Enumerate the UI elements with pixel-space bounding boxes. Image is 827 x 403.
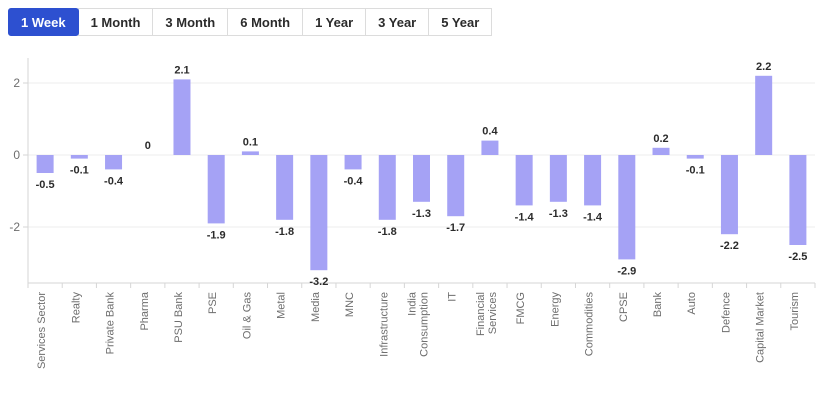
bar-india-consumption[interactable] xyxy=(413,155,430,202)
bar-value-label: -1.4 xyxy=(583,211,603,223)
x-axis-label-financial-services: Services xyxy=(487,292,499,335)
x-axis-label-india-consumption: Consumption xyxy=(419,292,431,357)
x-axis-label-commodities: Commodities xyxy=(584,292,596,357)
bar-value-label: -0.4 xyxy=(344,175,364,187)
x-axis-label-infrastructure: Infrastructure xyxy=(378,292,390,357)
bar-value-label: -1.8 xyxy=(275,226,294,238)
x-axis-label-mnc: MNC xyxy=(344,292,356,317)
bar-value-label: -1.9 xyxy=(207,229,226,241)
x-axis-label-tourism: Tourism xyxy=(789,292,801,331)
bar-pse[interactable] xyxy=(207,155,225,224)
bar-mnc[interactable] xyxy=(344,155,362,170)
x-axis-label-defence: Defence xyxy=(720,292,732,333)
tab-1-week[interactable]: 1 Week xyxy=(8,8,79,36)
tab-1-year[interactable]: 1 Year xyxy=(302,8,367,36)
bar-value-label: 0.1 xyxy=(243,136,258,148)
y-axis-tick-label: 0 xyxy=(13,148,20,162)
x-axis-label-private-bank: Private Bank xyxy=(105,292,117,355)
bar-commodities[interactable] xyxy=(584,155,602,206)
x-axis-label-financial-services: Financial xyxy=(475,292,487,336)
bar-value-label: -1.3 xyxy=(412,208,431,220)
bar-energy[interactable] xyxy=(549,155,567,202)
bar-metal[interactable] xyxy=(276,155,294,220)
bar-it[interactable] xyxy=(447,155,465,217)
tab-5-year[interactable]: 5 Year xyxy=(428,8,493,36)
bar-defence[interactable] xyxy=(720,155,738,235)
bar-bank[interactable] xyxy=(652,147,670,155)
bar-cpse[interactable] xyxy=(618,155,636,260)
x-axis-label-bank: Bank xyxy=(652,292,664,318)
x-axis-label-fmcg: FMCG xyxy=(515,292,527,324)
x-axis-label-media: Media xyxy=(310,291,322,322)
bar-value-label: 0.4 xyxy=(482,126,498,138)
bar-capital-market[interactable] xyxy=(755,75,773,155)
bar-fmcg[interactable] xyxy=(515,155,533,206)
x-axis-label-auto: Auto xyxy=(686,292,698,315)
bar-value-label: -2.2 xyxy=(720,240,739,252)
bar-oil-gas[interactable] xyxy=(241,151,259,155)
x-axis-label-services-sector: Services Sector xyxy=(36,292,48,369)
bar-tourism[interactable] xyxy=(789,155,807,245)
x-axis-label-pse: PSE xyxy=(207,292,219,314)
bar-infrastructure[interactable] xyxy=(378,155,396,220)
bar-services-sector[interactable] xyxy=(36,155,54,173)
y-axis-tick-label: -2 xyxy=(9,220,20,234)
bar-value-label: 0.2 xyxy=(653,133,668,145)
x-axis-label-pharma: Pharma xyxy=(139,291,151,330)
bar-value-label: -0.1 xyxy=(70,165,89,177)
tab-1-month[interactable]: 1 Month xyxy=(77,8,154,36)
bar-value-label: -1.4 xyxy=(515,211,535,223)
x-axis-label-energy: Energy xyxy=(549,292,561,327)
bar-realty[interactable] xyxy=(70,155,88,159)
bar-value-label: -1.3 xyxy=(549,208,568,220)
x-axis-label-it: IT xyxy=(447,292,459,302)
bar-value-label: 0 xyxy=(145,140,151,152)
x-axis-label-oil-gas: Oil & Gas xyxy=(241,292,253,340)
timeframe-tabs: 1 Week 1 Month 3 Month 6 Month 1 Year 3 Year 5… xyxy=(8,8,493,36)
bar-value-label: 2.1 xyxy=(174,64,189,76)
tab-3-year[interactable]: 3 Year xyxy=(365,8,430,36)
x-axis-label-cpse: CPSE xyxy=(618,292,630,322)
tab-3-month[interactable]: 3 Month xyxy=(152,8,229,36)
bar-value-label: -2.9 xyxy=(617,265,636,277)
bar-value-label: -1.8 xyxy=(378,226,397,238)
x-axis-label-realty: Realty xyxy=(70,292,82,324)
bar-value-label: -3.2 xyxy=(309,276,328,288)
y-axis-tick-label: 2 xyxy=(13,76,20,90)
bar-media[interactable] xyxy=(310,155,328,271)
tab-6-month[interactable]: 6 Month xyxy=(227,8,304,36)
bar-financial-services[interactable] xyxy=(481,140,499,155)
x-axis-label-metal: Metal xyxy=(276,292,288,319)
bar-private-bank[interactable] xyxy=(105,155,123,170)
x-axis-label-india-consumption: India xyxy=(407,291,419,316)
bar-value-label: -1.7 xyxy=(446,222,465,234)
x-axis-label-psu-bank: PSU Bank xyxy=(173,292,185,343)
bar-value-label: -0.5 xyxy=(36,179,55,191)
bar-auto[interactable] xyxy=(686,155,704,159)
x-axis-label-capital-market: Capital Market xyxy=(755,292,767,363)
bar-value-label: -2.5 xyxy=(788,251,807,263)
bar-value-label: 2.2 xyxy=(756,61,771,73)
bar-value-label: -0.4 xyxy=(104,175,124,187)
bar-value-label: -0.1 xyxy=(686,165,705,177)
bar-psu-bank[interactable] xyxy=(173,79,191,155)
